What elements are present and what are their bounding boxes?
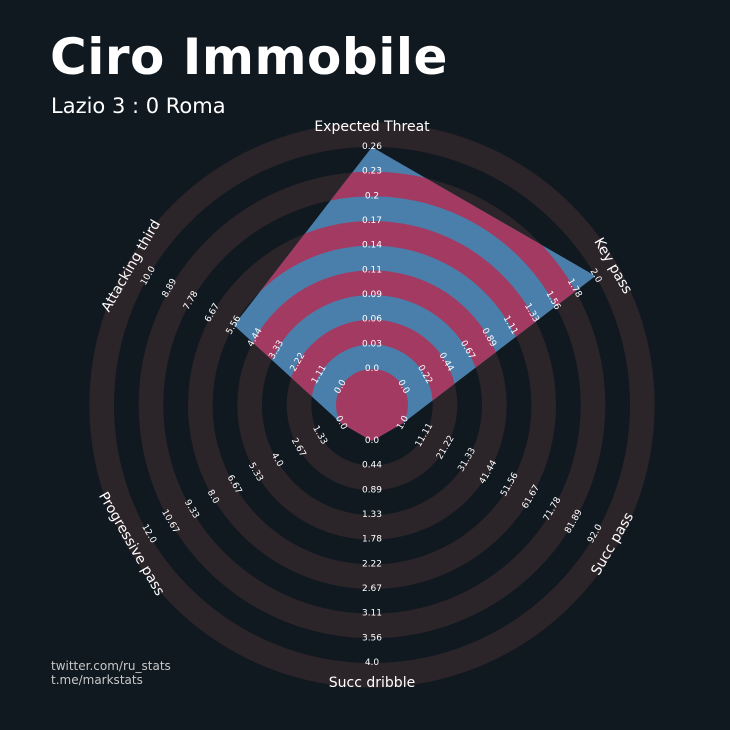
credit-telegram: t.me/markstats [51,673,143,687]
tick-label: 1.33 [362,510,382,520]
credit-twitter: twitter.com/ru_stats [51,659,171,673]
tick-label: 0.14 [362,241,382,251]
tick-label: 0.2 [365,191,379,201]
page-title: Ciro Immobile [50,28,448,86]
axis-label: Succ dribble [329,675,415,691]
tick-label: 1.78 [362,535,382,545]
credits: twitter.com/ru_stats t.me/markstats [51,659,171,687]
tick-label: 4.0 [365,658,380,668]
axis-label: Expected Threat [314,119,430,135]
tick-label: 0.0 [365,436,380,446]
background-ring [89,122,655,688]
tick-label: 3.56 [362,633,382,643]
tick-label: 0.23 [362,167,382,177]
tick-label: 2.67 [362,584,382,594]
tick-label: 0.03 [362,339,382,349]
tick-label: 0.06 [362,315,382,325]
tick-label: 2.22 [362,559,382,569]
tick-label: 3.11 [362,609,382,619]
tick-label: 0.26 [362,142,382,152]
tick-label: 0.09 [362,290,382,300]
match-subtitle: Lazio 3 : 0 Roma [51,94,226,118]
radar-hub [336,369,408,441]
tick-label: 0.89 [362,485,382,495]
tick-label: 0.17 [362,216,382,226]
tick-label: 0.0 [365,364,380,374]
tick-label: 0.44 [362,461,382,471]
tick-label: 0.11 [362,265,382,275]
background-rings [89,122,655,688]
